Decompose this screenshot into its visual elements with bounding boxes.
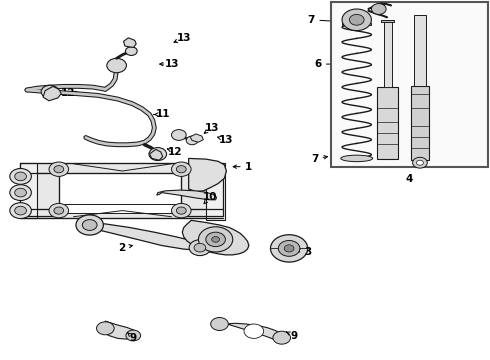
- Text: 10: 10: [202, 192, 217, 202]
- Circle shape: [371, 4, 386, 14]
- Polygon shape: [123, 38, 136, 48]
- Text: 13: 13: [176, 33, 191, 43]
- Circle shape: [10, 203, 31, 219]
- Polygon shape: [372, 3, 385, 14]
- Polygon shape: [414, 15, 426, 86]
- Polygon shape: [20, 163, 37, 218]
- Polygon shape: [342, 23, 371, 25]
- Polygon shape: [384, 22, 392, 87]
- Text: 1: 1: [245, 162, 252, 172]
- Circle shape: [176, 207, 186, 214]
- Polygon shape: [381, 20, 394, 22]
- Text: 5: 5: [352, 132, 359, 142]
- Circle shape: [194, 243, 206, 252]
- Circle shape: [198, 227, 233, 252]
- Polygon shape: [149, 149, 163, 160]
- Circle shape: [126, 330, 141, 341]
- Polygon shape: [43, 86, 61, 101]
- Circle shape: [15, 206, 26, 215]
- Circle shape: [15, 172, 26, 181]
- Circle shape: [211, 318, 228, 330]
- Polygon shape: [20, 163, 223, 173]
- Text: 3: 3: [304, 247, 311, 257]
- Polygon shape: [182, 220, 249, 255]
- Circle shape: [176, 166, 186, 173]
- Circle shape: [54, 207, 64, 214]
- Circle shape: [244, 324, 264, 338]
- Circle shape: [172, 203, 191, 218]
- Circle shape: [349, 14, 364, 25]
- Circle shape: [413, 157, 427, 168]
- Circle shape: [186, 136, 198, 145]
- Circle shape: [172, 162, 191, 176]
- Circle shape: [49, 203, 69, 218]
- Ellipse shape: [341, 155, 372, 162]
- Polygon shape: [102, 321, 137, 339]
- Circle shape: [54, 166, 64, 173]
- Text: 4: 4: [405, 174, 413, 184]
- Text: 6: 6: [314, 59, 321, 69]
- Circle shape: [149, 148, 167, 161]
- Circle shape: [15, 188, 26, 197]
- Circle shape: [10, 168, 31, 184]
- Circle shape: [189, 240, 211, 256]
- Polygon shape: [190, 134, 203, 142]
- Circle shape: [107, 58, 126, 73]
- Text: 12: 12: [168, 147, 183, 157]
- Text: 13: 13: [219, 135, 234, 145]
- Text: 7: 7: [311, 154, 319, 164]
- Text: 2: 2: [118, 243, 125, 253]
- Circle shape: [206, 232, 225, 247]
- Circle shape: [342, 9, 371, 31]
- Circle shape: [416, 160, 423, 165]
- Polygon shape: [206, 163, 225, 220]
- Text: 11: 11: [155, 109, 170, 120]
- Polygon shape: [181, 173, 223, 216]
- Polygon shape: [84, 222, 203, 250]
- Circle shape: [82, 220, 97, 230]
- Polygon shape: [20, 173, 59, 216]
- Text: 9: 9: [130, 333, 137, 343]
- Circle shape: [172, 130, 186, 140]
- Text: 12: 12: [60, 88, 75, 98]
- Circle shape: [76, 215, 103, 235]
- Text: 13: 13: [165, 59, 180, 69]
- Text: 13: 13: [204, 123, 219, 133]
- Bar: [331, 2, 488, 167]
- Polygon shape: [189, 158, 226, 192]
- Circle shape: [125, 47, 137, 55]
- Circle shape: [41, 85, 59, 98]
- Circle shape: [49, 162, 69, 176]
- Text: 7: 7: [307, 15, 315, 25]
- Polygon shape: [217, 321, 283, 341]
- Polygon shape: [64, 204, 176, 213]
- Text: 9: 9: [291, 330, 297, 341]
- Circle shape: [97, 322, 114, 335]
- Circle shape: [273, 331, 291, 344]
- Polygon shape: [157, 190, 217, 200]
- Text: 8: 8: [367, 6, 373, 16]
- Circle shape: [284, 245, 294, 252]
- Circle shape: [10, 185, 31, 201]
- Circle shape: [278, 240, 300, 256]
- Circle shape: [270, 235, 308, 262]
- Circle shape: [212, 237, 220, 242]
- Polygon shape: [377, 87, 398, 159]
- Polygon shape: [411, 86, 429, 160]
- Polygon shape: [20, 209, 223, 218]
